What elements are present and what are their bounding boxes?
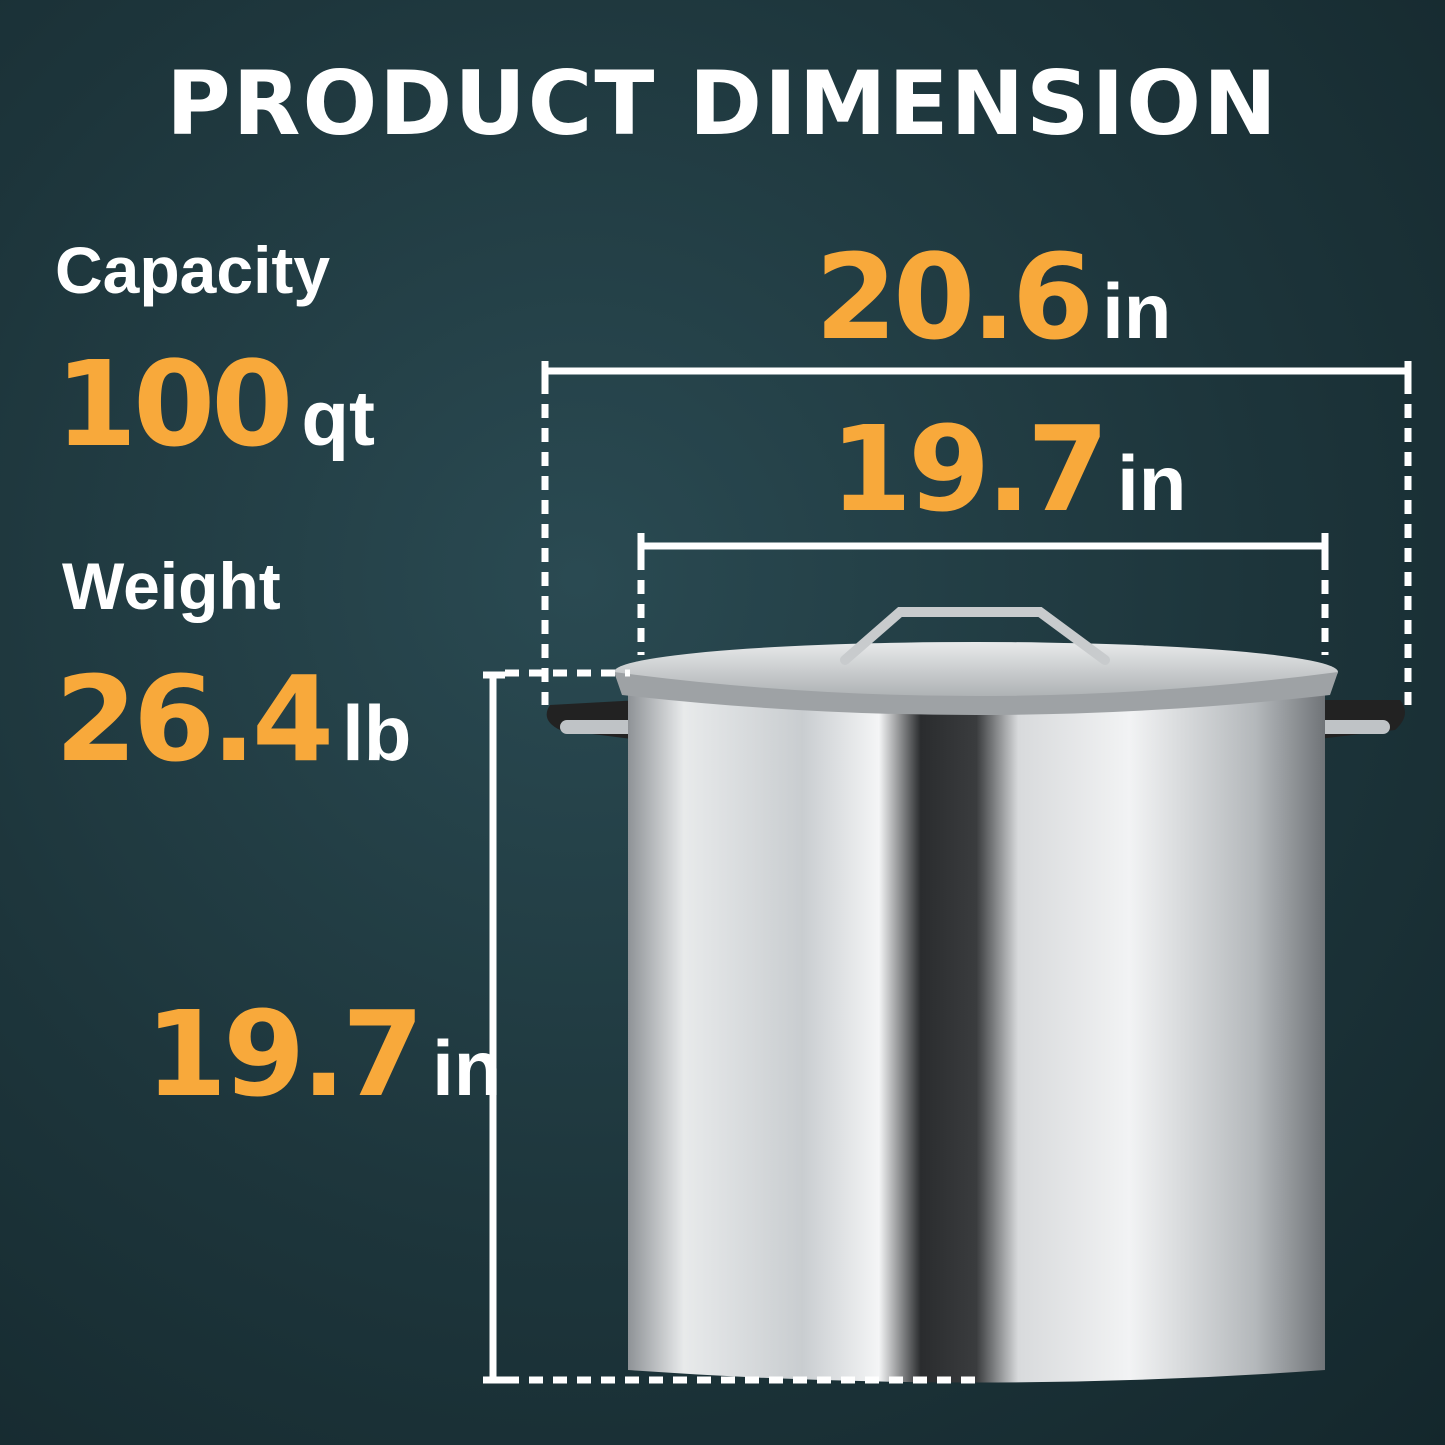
capacity-unit: qt: [301, 374, 375, 462]
inner-width-number: 19.7: [830, 400, 1109, 538]
capacity-label: Capacity: [55, 233, 331, 307]
page-title: PRODUCT DIMENSION: [166, 52, 1279, 155]
outer-width-number: 20.6: [815, 228, 1094, 366]
weight-unit: lb: [342, 689, 412, 777]
outer-width-dimension: 20.6 in: [815, 228, 1171, 366]
dimension-lines: [483, 361, 1412, 1384]
height-dimension: 19.7 in: [145, 985, 501, 1123]
height-unit: in: [432, 1024, 502, 1112]
capacity-number: 100: [55, 335, 293, 473]
weight-number: 26.4: [55, 650, 334, 788]
outer-width-unit: in: [1102, 267, 1172, 355]
capacity-value: 100 qt: [55, 335, 375, 473]
height-number: 19.7: [145, 985, 424, 1123]
inner-width-dimension: 19.7 in: [830, 400, 1186, 538]
inner-width-unit: in: [1117, 439, 1187, 527]
weight-label: Weight: [62, 549, 281, 623]
weight-value: 26.4 lb: [55, 650, 411, 788]
stock-pot-image: [546, 607, 1405, 1383]
